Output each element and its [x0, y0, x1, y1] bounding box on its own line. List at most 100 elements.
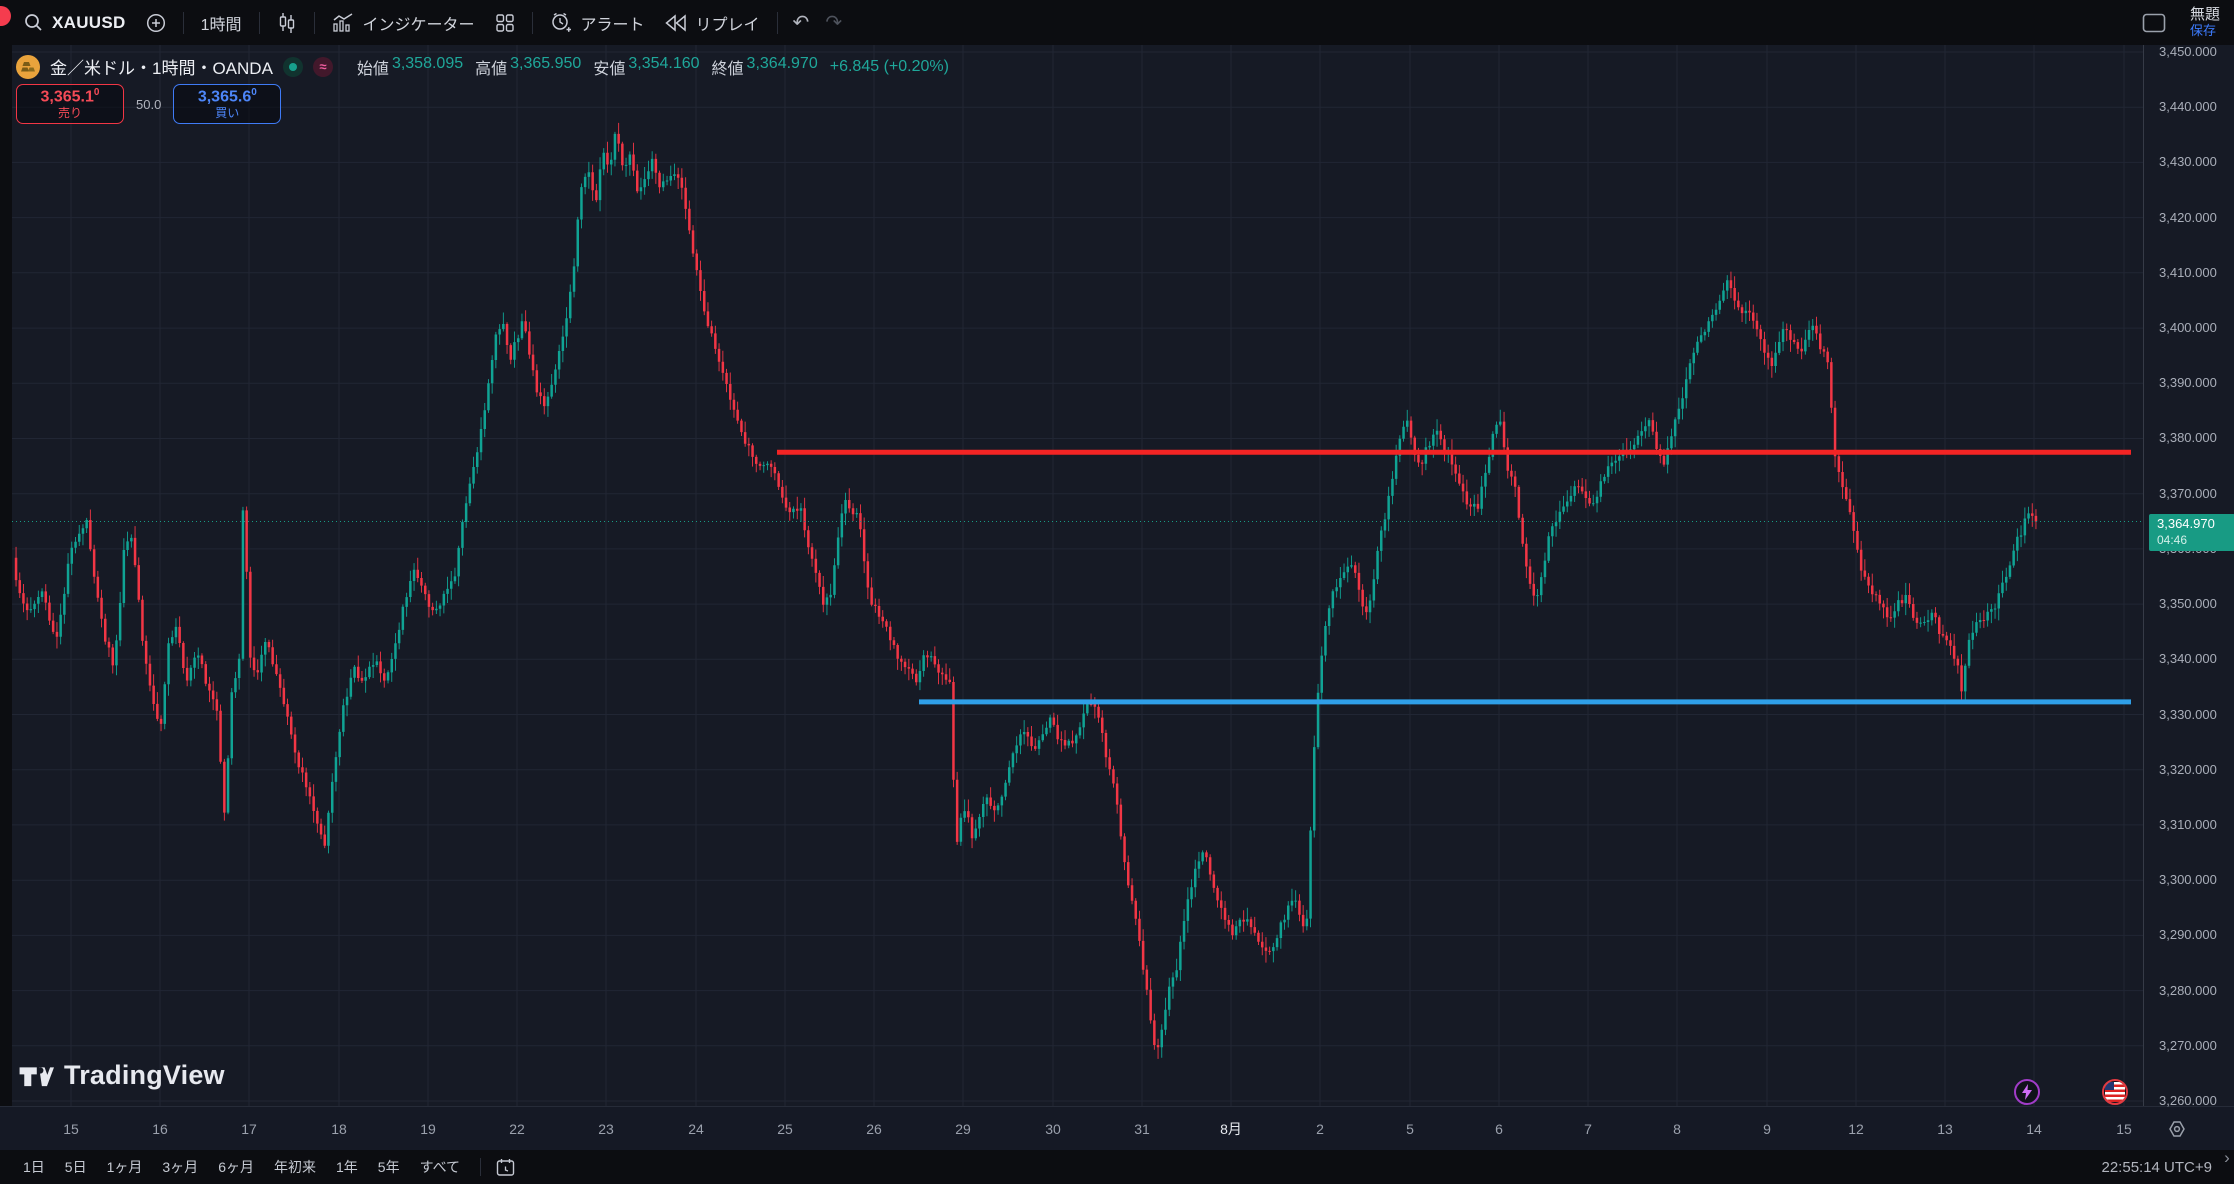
range-buttons: 1日 5日 1ヶ月 3ヶ月 6ヶ月 年初来 1年 5年 すべて — [14, 1153, 471, 1181]
order-panel: 3,365.10 売り 50.0 3,365.60 買い — [16, 84, 282, 124]
candle-wicks-down — [15, 122, 2037, 1059]
ohlc-field: 高値 3,365.950 — [475, 54, 582, 78]
buy-button[interactable]: 3,365.60 買い — [173, 84, 282, 124]
price-tick-label: 3,380.000 — [2159, 430, 2217, 446]
price-tick-label: 3,370.000 — [2159, 485, 2217, 501]
ohlc-field: 安値 3,354.160 — [593, 54, 700, 78]
price-tick-label: 3,300.000 — [2159, 872, 2217, 888]
sell-button[interactable]: 3,365.10 売り — [16, 84, 124, 124]
watermark-text: TradingView — [64, 1060, 225, 1090]
tradingview-watermark: TradingView — [18, 1060, 225, 1091]
candles-up — [29, 133, 2030, 1048]
range-button-5年[interactable]: 5年 — [369, 1153, 409, 1181]
ohlc-field: 終値 3,364.970 — [711, 54, 818, 78]
ohlc-field: 始値 3,358.095 — [356, 54, 464, 78]
bottom-toolbar: 1日 5日 1ヶ月 3ヶ月 6ヶ月 年初来 1年 5年 すべて 22:55:14 UTC+9 — [0, 1150, 2234, 1184]
axis-settings-gear-icon[interactable] — [2168, 1107, 2186, 1151]
date-tick-label: 14 — [2026, 1121, 2042, 1137]
date-tick-label: 6 — [1495, 1121, 1503, 1137]
date-tick-label: 19 — [420, 1121, 436, 1137]
price-tick-label: 3,320.000 — [2159, 761, 2217, 777]
range-button-1ヶ月[interactable]: 1ヶ月 — [98, 1153, 152, 1181]
price-tick-label: 3,440.000 — [2159, 99, 2217, 115]
replay-button[interactable]: リプレイ — [655, 5, 770, 41]
range-button-5日[interactable]: 5日 — [56, 1153, 96, 1181]
price-tick-label: 3,270.000 — [2159, 1037, 2217, 1053]
date-tick-label: 18 — [331, 1121, 347, 1137]
compare-add-button[interactable] — [136, 5, 176, 41]
us-event-marker[interactable] — [2102, 1079, 2128, 1105]
save-button[interactable]: 保存 — [2189, 22, 2216, 38]
date-tick-label: 7 — [1584, 1121, 1592, 1137]
price-change: +6.845 (+0.20%) — [829, 57, 949, 75]
price-tick-label: 3,310.000 — [2159, 816, 2217, 832]
symbol-logo — [16, 54, 40, 79]
range-button-すべて[interactable]: すべて — [411, 1153, 469, 1181]
toolbar-separator — [776, 11, 778, 34]
range-button-3ヶ月[interactable]: 3ヶ月 — [153, 1153, 207, 1181]
time-axis[interactable]: 15 16 17 18 19 22 23 24 25 26 29 30 31 8月 2 5 6 7 8 9 12 13 14… — [0, 1106, 2234, 1151]
collapse-panel-chevron-icon[interactable]: › — [2224, 1148, 2230, 1167]
sell-price: 3,365.1 — [40, 88, 94, 106]
price-tick-label: 3,410.000 — [2159, 264, 2217, 280]
range-button-1年[interactable]: 1年 — [327, 1153, 367, 1181]
range-button-年初来[interactable]: 年初来 — [265, 1153, 325, 1181]
price-tick-label: 3,390.000 — [2159, 375, 2217, 391]
price-tick-label: 3,340.000 — [2159, 651, 2217, 667]
date-tick-label: 25 — [777, 1121, 793, 1137]
market-open-status-icon[interactable] — [282, 56, 303, 77]
indicators-label: インジケーター — [362, 16, 475, 34]
symbol-search-button[interactable]: XAUUSD — [14, 5, 136, 41]
toolbar-separator — [531, 11, 533, 34]
indicator-templates-button[interactable] — [485, 5, 525, 41]
redo-button[interactable]: ↷ — [817, 5, 850, 41]
chart-type-button[interactable] — [267, 5, 307, 41]
drawing-toolbar-collapsed[interactable] — [0, 45, 12, 1150]
go-to-date-button[interactable] — [490, 1156, 521, 1179]
clock-timezone[interactable]: 22:55:14 UTC+9 — [2101, 1158, 2213, 1176]
spread-value: 50.0 — [136, 96, 162, 112]
bar-countdown: 04:46 — [2157, 533, 2188, 548]
replay-label: リプレイ — [695, 16, 760, 34]
price-tick-label: 3,430.000 — [2159, 154, 2217, 170]
layout-title[interactable]: 無題 — [2189, 6, 2220, 24]
notification-dot[interactable] — [0, 6, 11, 26]
date-tick-label: 9 — [1763, 1121, 1771, 1137]
chart-legend: 金／米ドル・1時間・OANDA ≈ 始値 3,358.095 高値 3,365.950… — [16, 54, 949, 79]
date-tick-label: 15 — [2116, 1121, 2132, 1137]
economic-event-marker[interactable] — [2014, 1079, 2040, 1105]
range-button-1日[interactable]: 1日 — [14, 1153, 54, 1181]
undo-button[interactable]: ↶ — [785, 5, 818, 41]
delayed-data-status-icon[interactable]: ≈ — [312, 56, 333, 77]
range-button-6ヶ月[interactable]: 6ヶ月 — [209, 1153, 263, 1181]
sell-label: 売り — [57, 105, 82, 120]
price-axis[interactable]: 3,450.000 3,440.000 3,430.000 3,420.000 3,41… — [2143, 44, 2234, 1108]
gold-bars-icon — [21, 61, 35, 71]
indicators-icon — [332, 12, 352, 32]
buy-label: 買い — [215, 105, 240, 120]
price-tick-label: 3,450.000 — [2159, 44, 2217, 59]
layout-select-button[interactable] — [2132, 5, 2176, 41]
tradingview-logo-icon — [19, 1066, 54, 1086]
buy-price: 3,365.6 — [197, 88, 252, 106]
last-price-axis-label: 3,364.970 04:46 — [2149, 514, 2234, 552]
toolbar-separator — [258, 11, 260, 34]
price-tick-label: 3,400.000 — [2159, 320, 2217, 336]
date-tick-label: 22 — [509, 1121, 525, 1137]
price-tick-label: 3,260.000 — [2159, 1093, 2217, 1108]
ohlc-readout: 始値 3,358.095 高値 3,365.950 安値 3,354.160 終値 3,364… — [357, 55, 949, 79]
price-tick-label: 3,350.000 — [2159, 596, 2217, 612]
rewind-icon — [664, 13, 686, 32]
candlestick-icon — [279, 12, 294, 33]
grid-layout-icon — [495, 13, 514, 32]
chart-canvas[interactable] — [0, 45, 2143, 1106]
symbol-description[interactable]: 金／米ドル・1時間・OANDA — [50, 59, 273, 78]
date-tick-label: 13 — [1937, 1121, 1953, 1137]
bottombar-separator — [480, 1158, 482, 1176]
price-tick-label: 3,420.000 — [2159, 209, 2217, 225]
alert-button[interactable]: アラート — [540, 5, 655, 41]
lightning-icon — [2022, 1084, 2032, 1100]
indicators-button[interactable]: インジケーター — [322, 5, 485, 41]
candle-wicks-up — [30, 131, 2029, 1058]
interval-button[interactable]: 1時間 — [191, 5, 252, 41]
